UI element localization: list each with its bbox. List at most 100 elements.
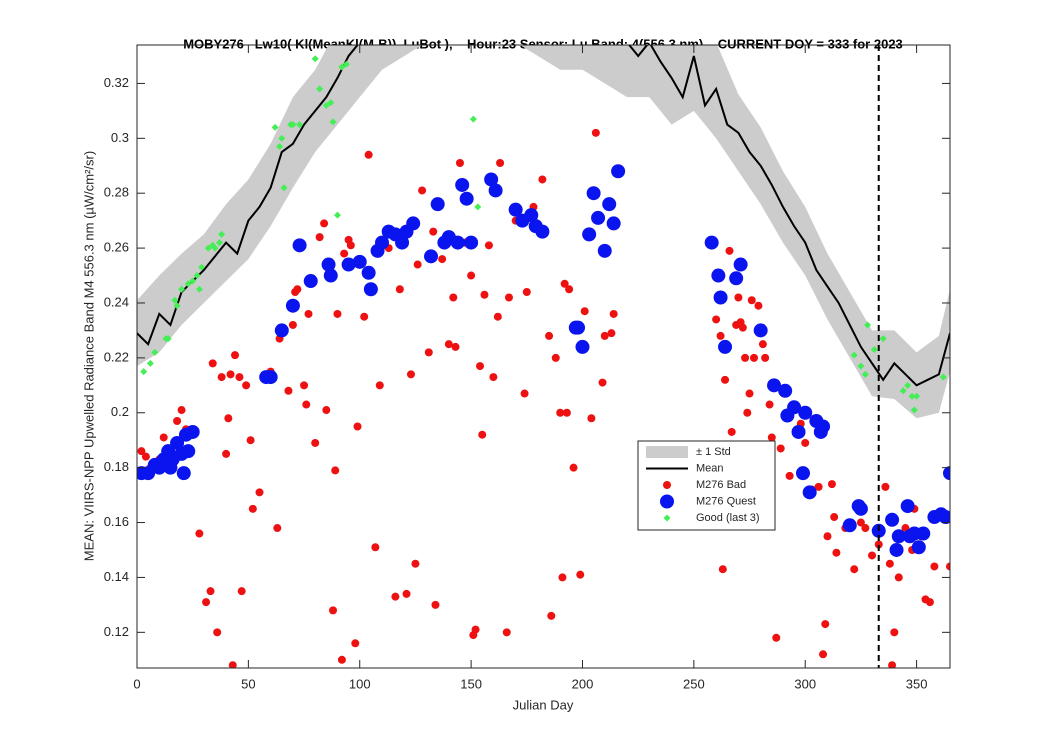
point [571, 320, 586, 335]
point [575, 339, 590, 354]
point [455, 177, 470, 192]
point [184, 280, 192, 288]
point [195, 285, 203, 293]
point [749, 353, 758, 362]
point [424, 249, 439, 264]
point [598, 378, 607, 387]
point [464, 235, 479, 250]
point [885, 559, 894, 568]
point [430, 197, 445, 212]
point [285, 298, 300, 313]
point [141, 452, 150, 461]
point [300, 381, 309, 390]
point [545, 331, 554, 340]
x-tick-label: 200 [572, 676, 594, 691]
point [361, 265, 376, 280]
point [289, 121, 297, 129]
point [551, 353, 560, 362]
point [413, 260, 422, 269]
point [765, 400, 774, 409]
point [476, 362, 485, 371]
y-tick-label: 0.14 [104, 569, 129, 584]
point [296, 121, 304, 129]
x-tick-label: 350 [906, 676, 928, 691]
point [146, 359, 154, 367]
point [591, 128, 600, 137]
legend-swatch [660, 494, 674, 509]
point [753, 323, 768, 338]
point [342, 60, 350, 68]
axes: 0 50 100 150 200 250 300 350 0.12 0.14 0.16 0.18 0.2… [104, 44, 951, 691]
point [791, 424, 806, 439]
point [246, 436, 255, 445]
point [830, 513, 839, 522]
point [444, 340, 453, 349]
point [218, 230, 226, 238]
point [798, 405, 813, 420]
point [864, 321, 872, 329]
point [591, 210, 606, 225]
point [832, 548, 841, 557]
legend-swatch [663, 481, 671, 489]
y-tick-label: 0.32 [104, 75, 129, 90]
point [411, 559, 420, 568]
point [316, 85, 324, 93]
point [293, 285, 302, 294]
point [586, 186, 601, 201]
point [889, 542, 904, 557]
point [429, 227, 438, 236]
y-tick-label: 0.26 [104, 240, 129, 255]
point [459, 191, 474, 206]
y-tick-label: 0.12 [104, 624, 129, 639]
point [868, 551, 877, 560]
point [391, 592, 400, 601]
x-tick-label: 100 [349, 676, 371, 691]
point [861, 370, 869, 378]
point [224, 414, 233, 423]
point [885, 512, 900, 527]
point [938, 510, 950, 525]
point [606, 216, 621, 231]
point [237, 587, 246, 596]
point [263, 370, 278, 385]
point [215, 239, 223, 247]
y-tick-label: 0.22 [104, 349, 129, 364]
point [787, 400, 802, 415]
point [582, 227, 597, 242]
point [496, 159, 505, 168]
point [761, 353, 770, 362]
point [322, 406, 331, 415]
point [881, 482, 890, 491]
point [278, 134, 286, 142]
point [827, 480, 836, 489]
point [580, 307, 589, 316]
point [524, 208, 539, 223]
point [908, 392, 916, 400]
point [208, 359, 217, 368]
point [211, 244, 219, 252]
legend-swatch [646, 446, 688, 458]
point [802, 485, 817, 500]
point [375, 381, 384, 390]
point [861, 524, 870, 533]
point [853, 501, 868, 516]
point [856, 518, 865, 527]
point [502, 628, 511, 637]
point [226, 370, 235, 379]
point [164, 335, 172, 343]
point [734, 293, 743, 302]
point [304, 309, 313, 318]
point [471, 625, 480, 634]
point [488, 183, 503, 198]
legend-label: Mean [696, 462, 724, 474]
point [255, 488, 264, 497]
point [767, 433, 776, 442]
point [173, 302, 181, 310]
point [406, 216, 421, 231]
point [337, 655, 346, 664]
point [484, 172, 499, 187]
point [597, 243, 612, 258]
point [353, 422, 362, 431]
point [776, 444, 785, 453]
